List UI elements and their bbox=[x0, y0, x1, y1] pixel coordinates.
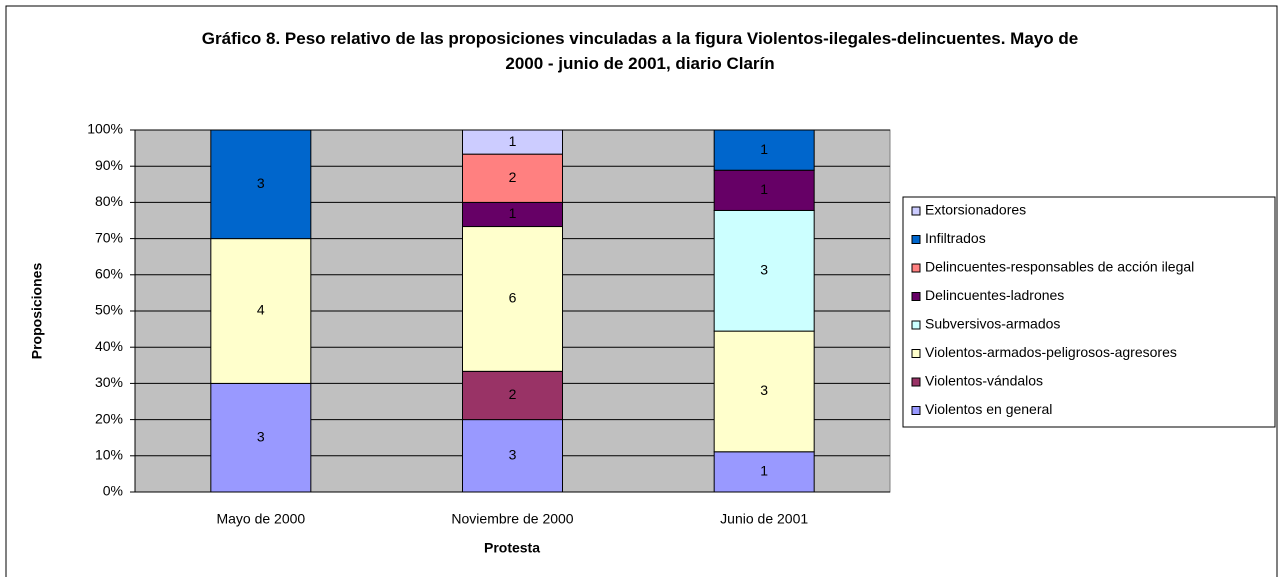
bar-segment bbox=[210, 382, 312, 493]
data-label: 2 bbox=[509, 386, 517, 402]
data-label: 2 bbox=[509, 169, 517, 185]
bar-segment bbox=[210, 238, 312, 384]
y-tick-label: 90% bbox=[95, 157, 123, 173]
data-label: 1 bbox=[760, 141, 768, 157]
legend-swatch bbox=[911, 206, 921, 216]
bar-segment bbox=[462, 129, 563, 155]
legend-swatch bbox=[911, 320, 921, 330]
y-tick-label: 60% bbox=[95, 266, 123, 282]
data-label: 4 bbox=[257, 302, 265, 318]
y-tick-label: 0% bbox=[103, 483, 123, 499]
y-tick-label: 50% bbox=[95, 302, 123, 318]
x-tick-label: Noviembre de 2000 bbox=[451, 511, 573, 527]
bar-segment bbox=[462, 153, 563, 203]
y-tick-label: 20% bbox=[95, 410, 123, 426]
data-label: 1 bbox=[509, 133, 517, 149]
y-tick-label: 10% bbox=[95, 447, 123, 463]
legend-swatch bbox=[911, 349, 921, 358]
legend-label: Extorsionadores bbox=[925, 202, 1026, 218]
bar-segment bbox=[462, 201, 563, 228]
bar-segment bbox=[210, 129, 312, 240]
x-tick-label: Mayo de 2000 bbox=[216, 511, 305, 527]
bar-segment bbox=[713, 169, 815, 211]
y-tick-label: 80% bbox=[95, 193, 123, 209]
legend-label: Subversivos-armados bbox=[925, 316, 1060, 332]
legend-box bbox=[902, 196, 1276, 428]
bar-segment bbox=[462, 419, 563, 493]
y-tick-label: 70% bbox=[95, 229, 123, 245]
bar-segment bbox=[462, 226, 563, 372]
legend-label: Delincuentes-ladrones bbox=[925, 287, 1064, 303]
y-tick-label: 30% bbox=[95, 374, 123, 390]
legend-label: Delincuentes-responsables de acción ileg… bbox=[925, 259, 1194, 275]
legend-label: Violentos en general bbox=[925, 401, 1052, 417]
bar-segment bbox=[713, 451, 815, 493]
data-label: 3 bbox=[760, 382, 768, 398]
y-tick-label: 40% bbox=[95, 338, 123, 354]
bar-segment bbox=[713, 330, 815, 453]
data-label: 3 bbox=[257, 175, 265, 191]
data-label: 1 bbox=[760, 181, 768, 197]
legend-label: Violentos-vándalos bbox=[925, 373, 1043, 389]
chart-title: Gráfico 8. Peso relativo de las proposic… bbox=[201, 29, 1079, 73]
data-label: 3 bbox=[760, 261, 768, 277]
legend-swatch bbox=[911, 235, 921, 244]
data-label: 3 bbox=[509, 447, 517, 463]
legend-label: Violentos-armados-peligrosos-agresores bbox=[925, 344, 1177, 360]
data-label: 1 bbox=[760, 463, 768, 479]
legend-label: Infiltrados bbox=[925, 230, 986, 246]
x-axis-label: Protesta bbox=[484, 540, 540, 556]
bar-segment bbox=[462, 370, 563, 421]
data-label: 6 bbox=[509, 290, 517, 306]
legend-swatch bbox=[911, 263, 921, 273]
legend-swatch bbox=[911, 292, 921, 301]
y-tick-label: 100% bbox=[87, 121, 123, 137]
bar-segment bbox=[713, 209, 815, 332]
legend-swatch bbox=[911, 406, 921, 415]
data-label: 1 bbox=[509, 205, 517, 221]
x-tick-label: Junio de 2001 bbox=[720, 511, 808, 527]
legend-swatch bbox=[911, 377, 921, 387]
data-label: 3 bbox=[257, 428, 265, 444]
y-axis-label: Proposiciones bbox=[29, 263, 45, 360]
bar-segment bbox=[713, 129, 815, 171]
